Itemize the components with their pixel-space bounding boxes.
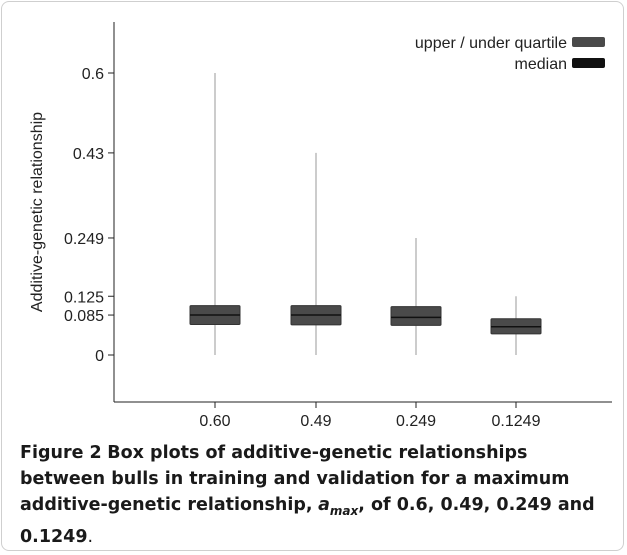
y-tick-label: 0.249: [64, 231, 104, 248]
caption-period: .: [87, 526, 94, 547]
box-quartile: [390, 306, 442, 326]
x-tick-label: 0.49: [300, 413, 331, 430]
y-tick-label: 0.6: [82, 66, 104, 83]
x-tick-label: 0.249: [396, 413, 436, 430]
y-tick-label: 0.43: [73, 146, 104, 163]
legend-swatch-median: [572, 58, 605, 68]
x-tick-label: 0.1249: [492, 413, 541, 430]
x-tick-label: 0.60: [199, 413, 230, 430]
y-tick-label: 0: [95, 348, 104, 365]
caption-label: Figure 2: [20, 443, 102, 463]
y-tick-label: 0.125: [64, 289, 104, 306]
x-tick-group: 0.60 0.49 0.249 0.1249: [199, 402, 541, 430]
caption-symbol-subscript: max: [329, 503, 359, 518]
caption-text: Box plots of additive-genetic relationsh…: [20, 443, 570, 515]
caption-text-end: , of 0.6, 0.49, 0.249 and 0.1249: [20, 495, 595, 547]
box-group: [189, 73, 542, 355]
y-axis-label: Additive-genetic relationship: [29, 112, 46, 312]
box-plot-chart: 0 0.085 0.125 0.249 0.43 0.6 0.60 0.49 0.249 0.1…: [29, 22, 612, 430]
y-tick-label: 0.085: [64, 308, 104, 325]
legend-label-median: median: [515, 56, 567, 73]
y-tick-group: 0 0.085 0.125 0.249 0.43 0.6: [64, 66, 114, 365]
legend: upper / under quartile median: [415, 35, 605, 73]
caption-symbol: a: [318, 495, 330, 515]
legend-swatch-quartile: [572, 37, 605, 47]
legend-label-quartile: upper / under quartile: [415, 35, 567, 52]
figure-caption: Figure 2 Box plots of additive-genetic r…: [20, 440, 612, 550]
